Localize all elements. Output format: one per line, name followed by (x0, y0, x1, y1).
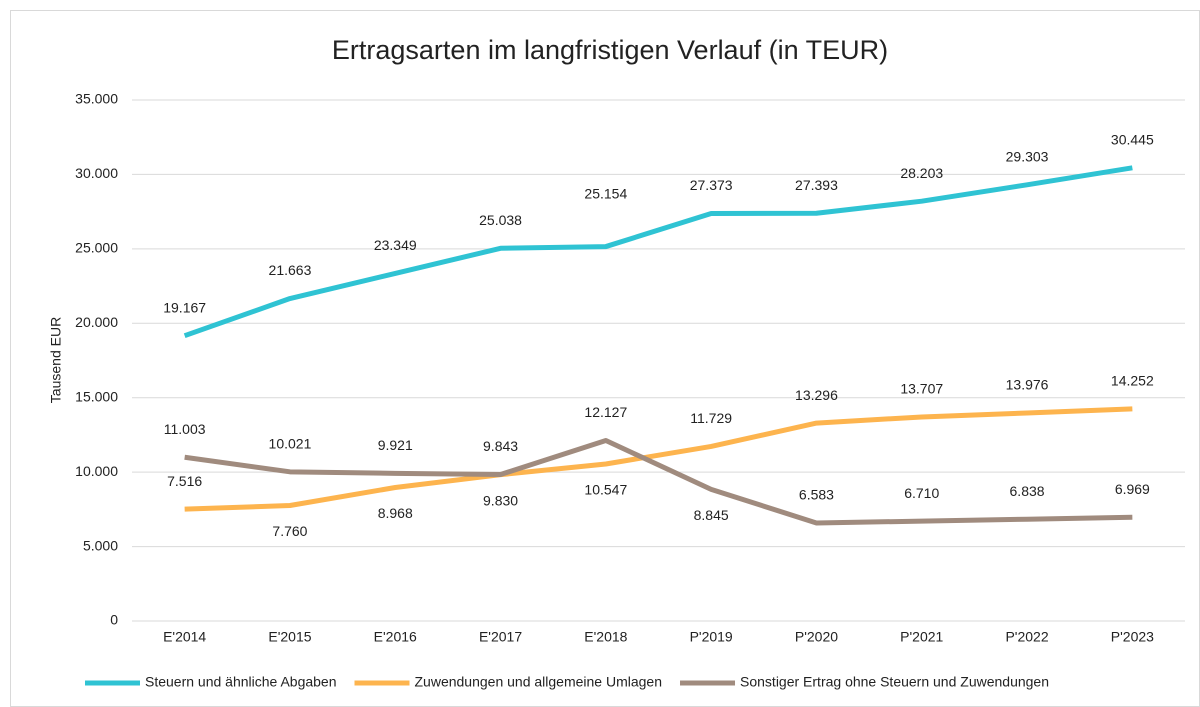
x-tick-label: P'2020 (795, 629, 838, 645)
data-label: 27.393 (795, 177, 838, 193)
data-label: 7.516 (167, 473, 202, 489)
x-tick-label: E'2014 (163, 629, 206, 645)
y-tick-label: 5.000 (83, 537, 118, 553)
data-label: 12.127 (584, 404, 627, 420)
x-tick-label: E'2015 (268, 629, 311, 645)
data-label: 6.710 (904, 485, 939, 501)
series-line (184, 437, 1133, 526)
data-label: 21.663 (269, 262, 312, 278)
legend-label: Steuern und ähnliche Abgaben (145, 674, 337, 690)
data-label: 27.373 (690, 177, 733, 193)
data-label: 13.976 (1006, 377, 1049, 393)
data-label: 25.038 (479, 212, 522, 228)
x-tick-label: P'2019 (690, 629, 733, 645)
data-label: 8.968 (378, 505, 413, 521)
data-label: 14.252 (1111, 373, 1154, 389)
x-tick-label: E'2018 (584, 629, 627, 645)
data-label: 6.583 (799, 487, 834, 503)
y-tick-label: 15.000 (75, 388, 118, 404)
y-tick-label: 10.000 (75, 463, 118, 479)
data-label: 19.167 (163, 299, 206, 315)
data-label: 13.296 (795, 387, 838, 403)
data-label: 11.003 (164, 421, 206, 437)
data-label: 29.303 (1006, 149, 1049, 165)
y-tick-label: 30.000 (75, 165, 118, 181)
y-tick-label: 25.000 (75, 240, 118, 256)
x-tick-label: P'2021 (900, 629, 943, 645)
x-tick-label: P'2023 (1111, 629, 1154, 645)
data-label: 8.845 (694, 507, 729, 523)
y-tick-label: 20.000 (75, 314, 118, 330)
data-label: 28.203 (900, 165, 943, 181)
x-tick-label: E'2016 (374, 629, 417, 645)
data-label: 11.729 (690, 410, 732, 426)
data-label: 23.349 (374, 237, 417, 253)
legend-label: Zuwendungen und allgemeine Umlagen (415, 674, 663, 690)
data-label: 13.707 (900, 381, 943, 397)
y-tick-label: 0 (110, 612, 118, 628)
data-label: 9.843 (483, 438, 518, 454)
data-label: 9.830 (483, 492, 518, 508)
y-axis-title: Tausend EUR (48, 317, 64, 403)
data-label: 7.760 (272, 523, 307, 539)
x-tick-label: P'2022 (1005, 629, 1048, 645)
data-label: 6.838 (1010, 483, 1045, 499)
data-label: 10.021 (269, 436, 312, 452)
x-tick-label: E'2017 (479, 629, 522, 645)
chart-title: Ertragsarten im langfristigen Verlauf (i… (332, 35, 888, 65)
data-label: 6.969 (1115, 481, 1150, 497)
data-label: 25.154 (584, 185, 627, 201)
series-line (184, 406, 1133, 512)
series-line (183, 165, 1133, 339)
y-tick-label: 35.000 (75, 91, 118, 107)
data-label: 10.547 (584, 482, 627, 498)
data-label: 9.921 (378, 437, 413, 453)
frame (10, 10, 1200, 707)
legend-label: Sonstiger Ertrag ohne Steuern und Zuwend… (740, 674, 1049, 690)
data-label: 30.445 (1111, 132, 1154, 148)
